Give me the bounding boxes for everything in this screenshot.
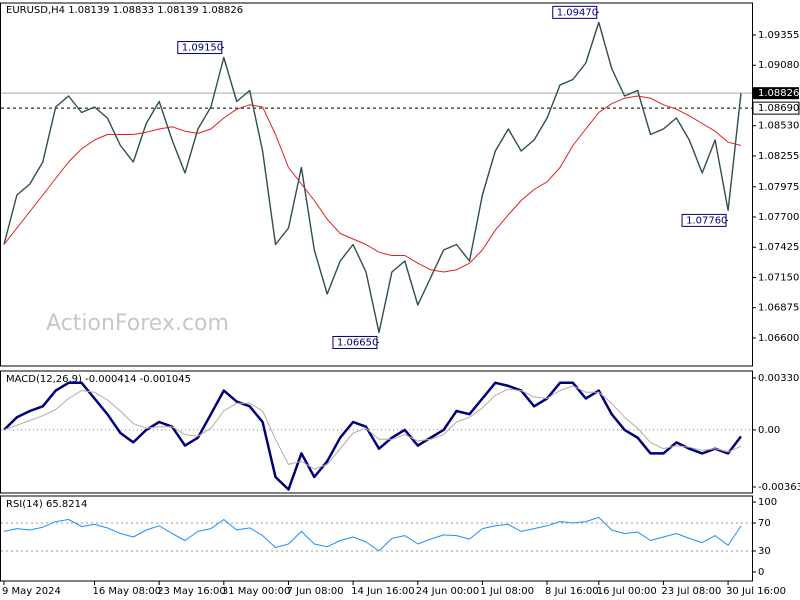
annotation-label: 1.06650 <box>337 337 378 348</box>
y-tick-label: 1.09355 <box>758 30 799 41</box>
y-tick-label: 1.07700 <box>758 212 799 223</box>
last-price-label: 1.08826 <box>758 88 799 99</box>
x-tick-label: 16 Jul 00:00 <box>597 586 657 597</box>
y-tick-label: 1.08255 <box>758 151 799 162</box>
panel-title: RSI(14) 65.8214 <box>6 499 87 510</box>
level-box <box>752 101 800 115</box>
y-tick-label: 30 <box>758 546 771 557</box>
level-label: 1.08690 <box>758 103 799 114</box>
x-tick-label: 30 Jul 16:00 <box>726 586 786 597</box>
x-tick-label: 9 May 2024 <box>2 586 61 597</box>
x-tick-label: 7 Jun 08:00 <box>286 586 343 597</box>
series-line <box>3 516 742 552</box>
x-tick-label: 23 May 16:00 <box>157 586 226 597</box>
y-tick-label: 100 <box>758 497 777 508</box>
background <box>0 0 753 600</box>
annotation-label: 1.09470 <box>557 7 598 18</box>
last-price-box <box>753 87 799 100</box>
series-line <box>3 385 742 470</box>
panel-frame <box>0 495 753 582</box>
y-tick-label: 0.003308 <box>758 373 800 384</box>
series-line <box>3 21 742 334</box>
y-tick-label: 70 <box>758 518 771 529</box>
annotation-label: 1.09150 <box>182 43 223 54</box>
x-tick-label: 8 Jul 16:00 <box>545 586 599 597</box>
series-line <box>3 95 742 273</box>
y-tick-label: 1.07150 <box>758 272 799 283</box>
series-line <box>3 381 742 491</box>
annotation-box <box>332 335 378 349</box>
y-tick-label: 1.07425 <box>758 242 799 253</box>
y-tick-label: 1.07975 <box>758 182 799 193</box>
y-tick-label: 0 <box>758 567 764 578</box>
annotation-label: 1.07760 <box>686 215 727 226</box>
x-tick-label: 14 Jun 16:00 <box>351 586 415 597</box>
y-tick-label: 0.00 <box>758 425 780 436</box>
x-tick-label: 16 May 08:00 <box>93 586 162 597</box>
y-tick-label: 1.08530 <box>758 121 799 132</box>
x-tick-label: 31 May 00:00 <box>222 586 291 597</box>
y-tick-label: 1.06600 <box>758 333 799 344</box>
x-tick-label: 1 Jul 08:00 <box>480 586 534 597</box>
y-tick-label: 1.09080 <box>758 60 799 71</box>
y-tick-label: 1.06875 <box>758 303 799 314</box>
panel-frame <box>0 370 753 494</box>
annotation-box <box>681 213 727 227</box>
panel-frame <box>0 2 753 367</box>
watermark: ActionForex.com <box>46 311 229 336</box>
x-tick-label: 23 Jul 08:00 <box>661 586 721 597</box>
annotation-box <box>177 41 223 55</box>
x-tick-label: 24 Jun 00:00 <box>416 586 480 597</box>
annotation-box <box>552 5 598 19</box>
panel-title: MACD(12,26,9) -0.000414 -0.001045 <box>6 374 191 385</box>
y-tick-label: -0.003635 <box>758 482 800 493</box>
chart-header: EURUSD,H4 1.08139 1.08833 1.08139 1.0882… <box>6 5 243 16</box>
